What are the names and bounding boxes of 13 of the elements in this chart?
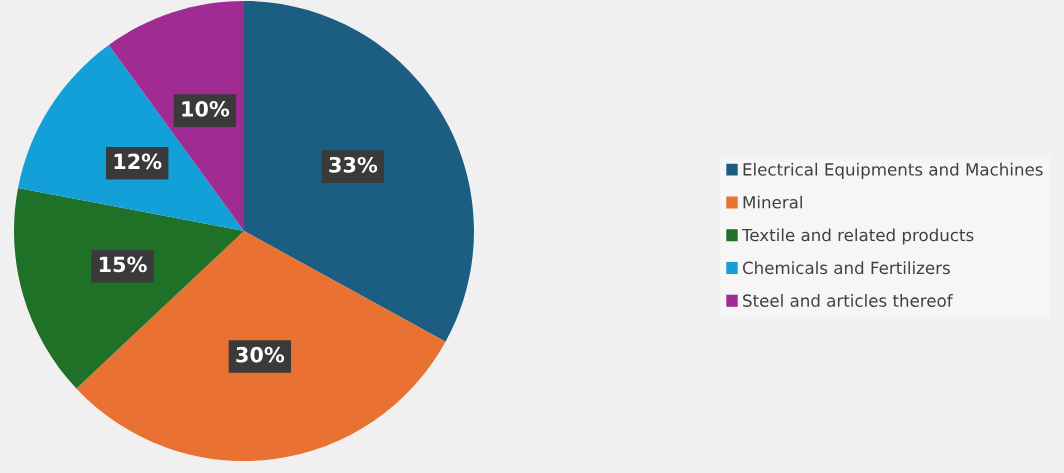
data-label: 30% — [236, 346, 285, 363]
legend-label: Steel and articles thereof — [743, 294, 953, 307]
legend-label: Textile and related products — [741, 228, 974, 245]
legend-label: Mineral — [743, 195, 802, 209]
data-label: 12% — [114, 153, 162, 170]
data-label: 33% — [329, 156, 378, 173]
pie-slice — [244, 1, 474, 342]
pie-slice — [76, 231, 446, 461]
legend-label: Electrical Equipments and Machines — [743, 162, 1043, 179]
pie-slice — [18, 44, 244, 231]
legend-label: Chemicals and Fertilizers — [742, 261, 950, 275]
data-label: 15% — [99, 256, 147, 273]
data-label: 10% — [182, 100, 230, 117]
